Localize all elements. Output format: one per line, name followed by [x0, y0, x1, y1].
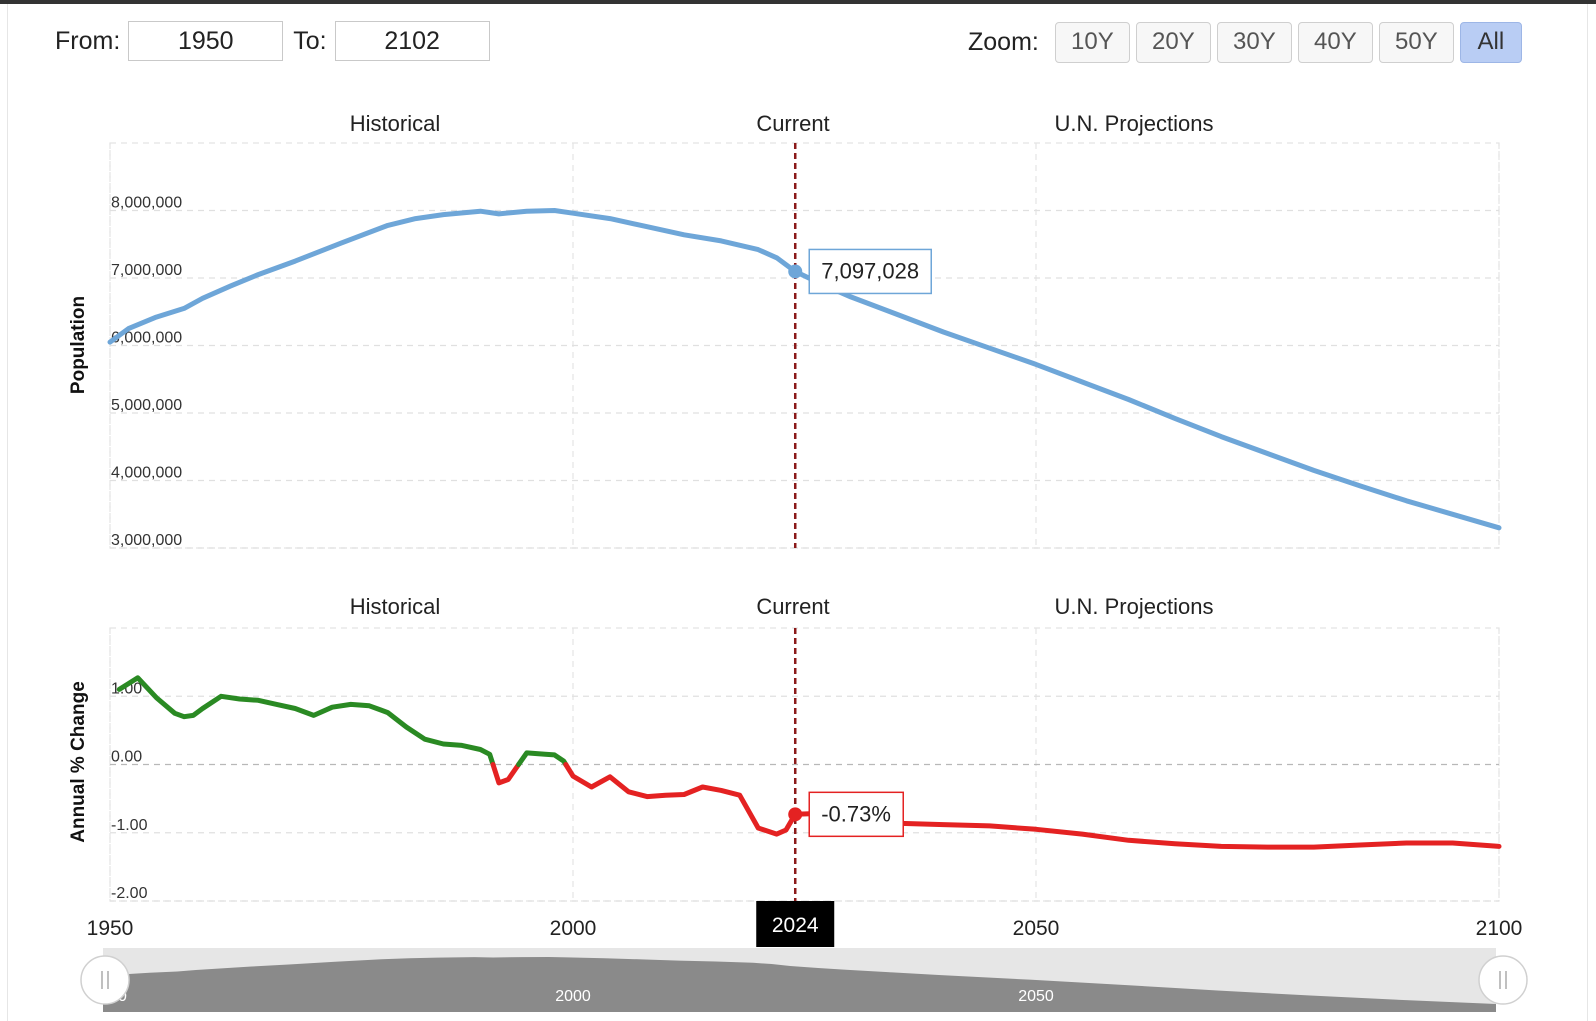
from-year-input[interactable] [128, 21, 284, 61]
x-tick-label: 2050 [1013, 917, 1060, 940]
zoom-all-button[interactable]: All [1459, 21, 1522, 63]
frame-right-edge [1587, 4, 1588, 1021]
zoom-10y-button[interactable]: 10Y [1054, 21, 1130, 63]
change-current-point[interactable] [788, 807, 803, 822]
population-y-tick-label: 7,000,000 [111, 262, 182, 279]
population-section-labels: Historical Current U.N. Projections [350, 111, 1214, 136]
to-year-input[interactable] [334, 21, 490, 61]
date-range-selector: From: To: [55, 20, 500, 62]
growth-segment [516, 750, 569, 767]
change-axis-title: Annual % Change [68, 681, 89, 843]
population-tooltip-box [808, 248, 932, 295]
population-y-tick-label: 5,000,000 [111, 397, 182, 414]
zoom-50y-button[interactable]: 50Y [1378, 21, 1454, 63]
navigator-label-2000: 2000 [555, 988, 591, 1005]
top-border [0, 0, 1596, 4]
zoom-40y-button[interactable]: 40Y [1297, 21, 1373, 63]
change-tooltip-box [808, 791, 904, 838]
change-tooltip-value: -0.73% [821, 801, 891, 826]
section-label-current: Current [756, 111, 829, 136]
population-y-tick-label: 3,000,000 [111, 532, 182, 549]
x-axis-ticks: 1950 2000 2050 2100 [87, 917, 1523, 940]
change-y-tick-label: 0.00 [111, 749, 142, 766]
population-axis-title: Population [68, 296, 89, 394]
section-label-projections: U.N. Projections [1055, 594, 1214, 619]
population-tooltip-value: 7,097,028 [821, 258, 919, 283]
navigator-left-handle[interactable] [80, 955, 130, 1005]
population-y-tick-label: 6,000,000 [111, 330, 182, 347]
navigator-right-handle[interactable] [1478, 955, 1528, 1005]
current-year-badge: 2024 [756, 901, 835, 947]
growth-segment [116, 675, 496, 767]
change-y-ticks: 1.00 0.00 -1.00 -2.00 [111, 680, 148, 902]
current-year-badge-box [756, 901, 835, 947]
x-tick-label: 2000 [550, 917, 597, 940]
navigator-label-2050: 2050 [1018, 988, 1054, 1005]
decline-segment [490, 762, 522, 786]
to-label: To: [293, 26, 327, 55]
population-series [107, 208, 1502, 531]
population-y-ticks: 8,000,000 7,000,000 6,000,000 5,000,000 4,00… [111, 195, 182, 550]
change-y-tick-label: -2.00 [111, 885, 148, 902]
population-current-point[interactable] [788, 264, 803, 279]
population-y-tick-label: 8,000,000 [111, 195, 182, 212]
change-y-tick-label: 1.00 [111, 680, 142, 697]
navigator[interactable]: 0 2000 2050 [80, 948, 1528, 1012]
section-label-projections: U.N. Projections [1055, 111, 1214, 136]
section-label-historical: Historical [350, 111, 440, 136]
zoom-20y-button[interactable]: 20Y [1135, 21, 1211, 63]
population-grid [109, 142, 1500, 549]
decline-segment [563, 762, 1502, 850]
population-line [107, 208, 1502, 531]
current-year-badge-label: 2024 [772, 914, 819, 937]
change-grid [109, 627, 1500, 902]
frame-left-edge [7, 4, 8, 1021]
population-y-tick-label: 4,000,000 [111, 465, 182, 482]
from-label: From: [55, 26, 121, 55]
zoom-selector: Zoom: 10Y 20Y 30Y 40Y 50Y All [968, 21, 1522, 63]
x-tick-label: 1950 [87, 917, 134, 940]
x-tick-label: 2100 [1476, 917, 1523, 940]
population-tooltip: 7,097,028 [808, 248, 932, 295]
change-section-labels: Historical Current U.N. Projections [350, 594, 1214, 619]
zoom-label: Zoom: [968, 27, 1039, 56]
change-y-tick-label: -1.00 [111, 817, 148, 834]
zoom-30y-button[interactable]: 30Y [1216, 21, 1292, 63]
navigator-area [103, 957, 1496, 1012]
change-tooltip: -0.73% [808, 791, 904, 838]
section-label-historical: Historical [350, 594, 440, 619]
section-label-current: Current [756, 594, 829, 619]
